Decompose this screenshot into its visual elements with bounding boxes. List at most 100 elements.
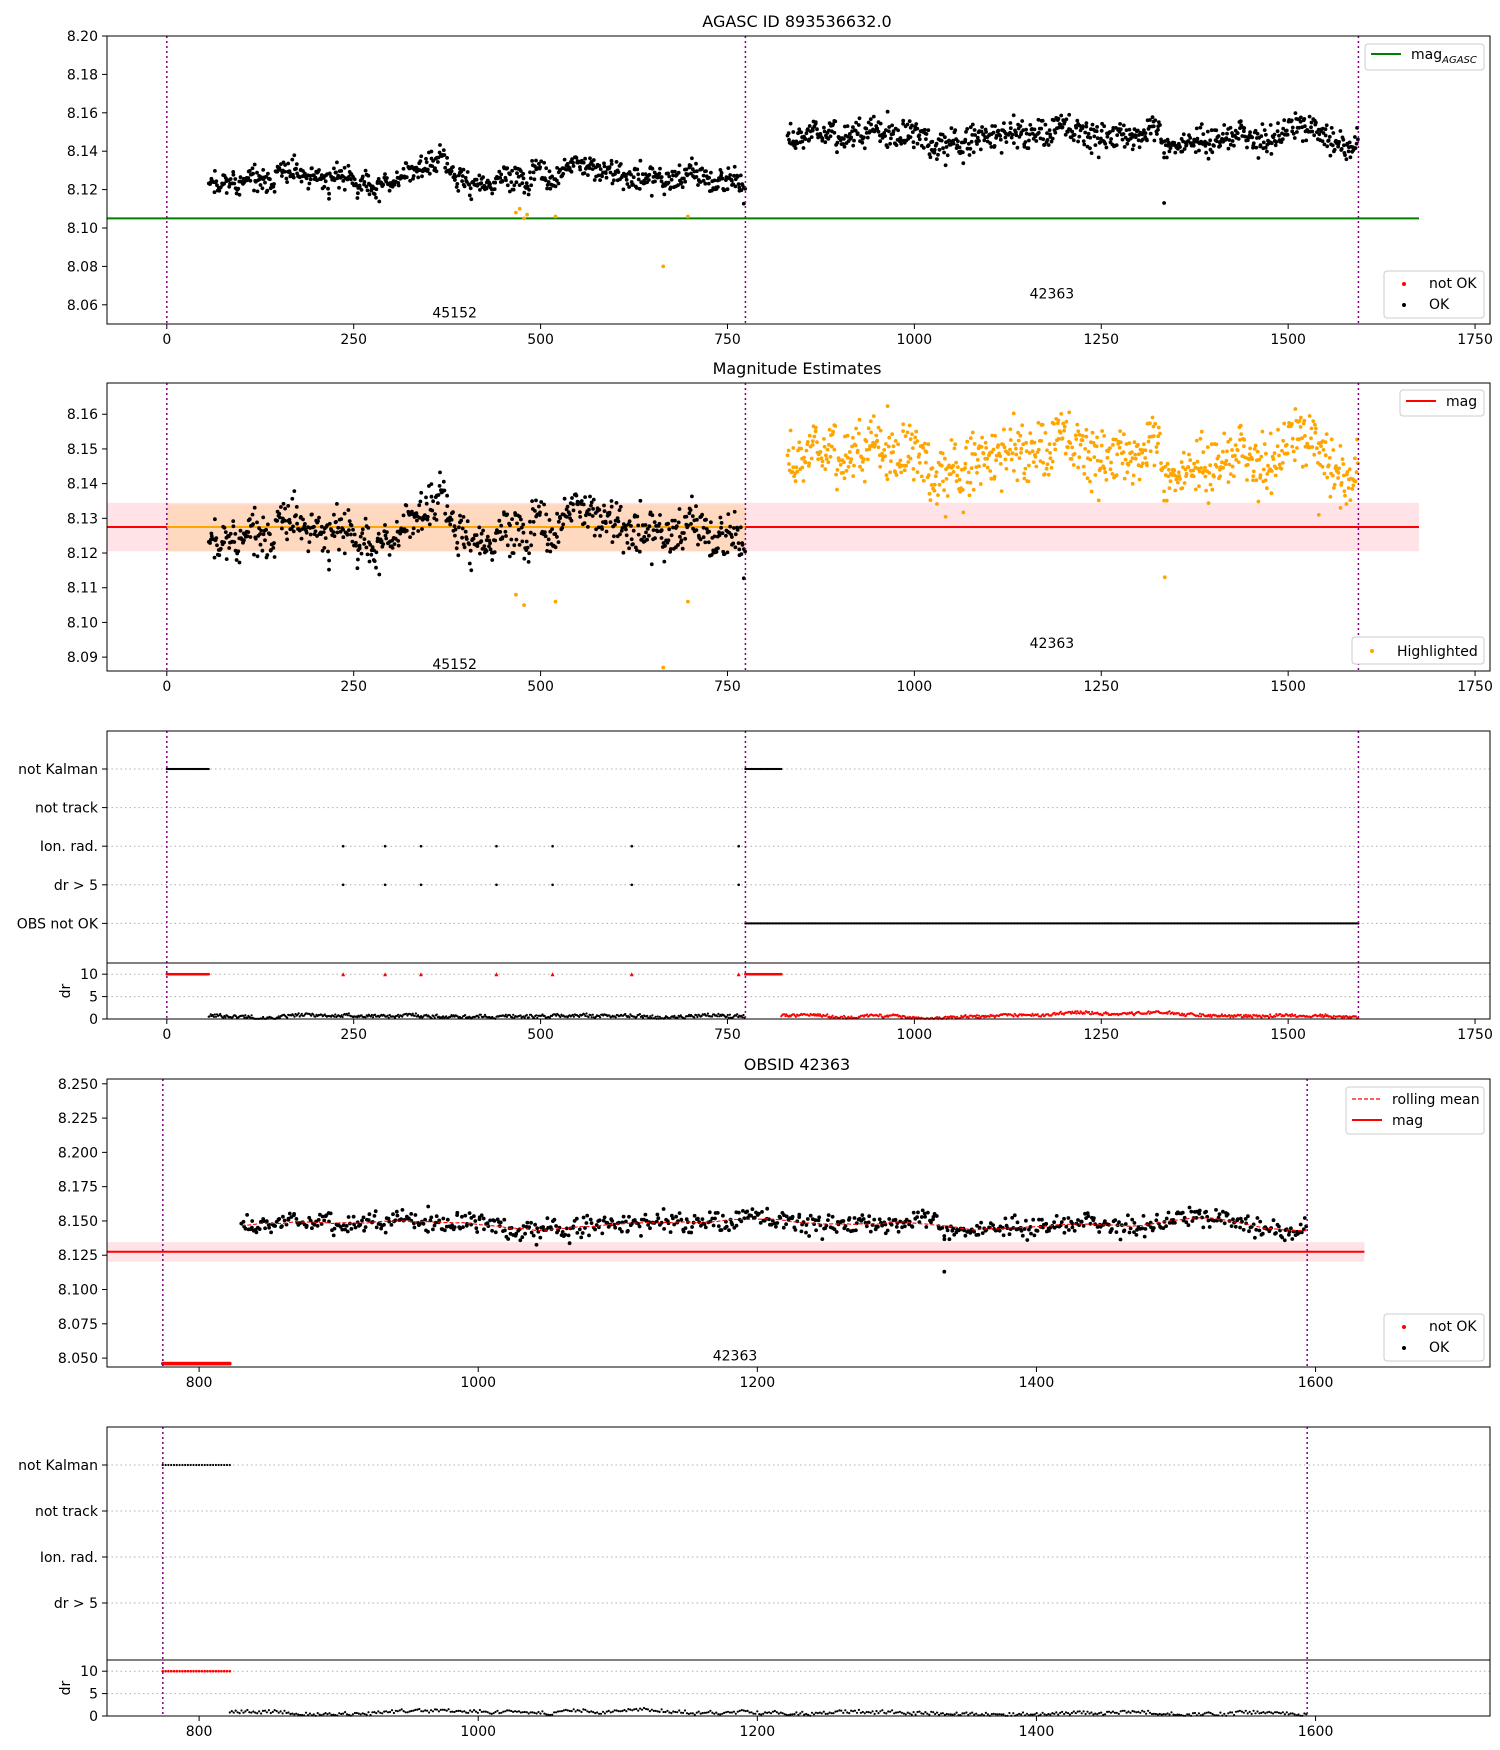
ok-point <box>582 521 587 526</box>
ok-point <box>800 139 805 144</box>
ok-point <box>416 175 421 180</box>
highlighted-point <box>989 450 994 455</box>
highlighted-point <box>1089 489 1094 494</box>
ok-point <box>1293 111 1298 115</box>
ok-point <box>1094 129 1099 134</box>
ok-point <box>278 515 282 520</box>
ok-point <box>308 177 313 182</box>
dr-point <box>512 1013 515 1016</box>
highlighted-point <box>1255 449 1260 454</box>
ok-point <box>261 515 266 520</box>
highlighted-point <box>1300 436 1304 440</box>
highlighted-point <box>810 443 815 447</box>
dr-point <box>214 1015 218 1018</box>
ok-point <box>222 540 227 545</box>
ok-point <box>365 188 370 193</box>
dr-point <box>635 1015 638 1018</box>
ok-point <box>538 1235 543 1240</box>
highlighted-point <box>1191 474 1196 479</box>
ok-point <box>793 146 798 151</box>
ok-point <box>602 164 607 169</box>
ok-point <box>360 531 365 536</box>
ok-point <box>1008 126 1013 131</box>
ok-point <box>357 543 362 548</box>
ok-point <box>926 143 931 148</box>
ok-point <box>889 136 893 141</box>
ok-point <box>968 146 973 151</box>
ok-point <box>482 1227 486 1232</box>
ok-point <box>408 535 412 539</box>
ok-point <box>481 528 485 533</box>
highlighted-point <box>1070 445 1075 450</box>
ok-point <box>383 172 387 177</box>
dr-point <box>706 1012 710 1015</box>
ok-point <box>346 163 351 168</box>
highlighted-point <box>891 450 895 454</box>
highlighted-point <box>1123 457 1128 462</box>
x-tick-label: 750 <box>714 1027 741 1043</box>
highlighted-point <box>1327 456 1332 460</box>
flag-label: not Kalman <box>18 762 98 778</box>
highlighted-point <box>815 440 819 444</box>
ok-point <box>1332 147 1337 152</box>
flag-label: OBS not OK <box>17 916 99 932</box>
highlighted-point <box>1342 473 1346 478</box>
ok-point <box>712 178 717 183</box>
ok-point <box>980 125 984 129</box>
highlighted-point <box>834 472 838 477</box>
ok-point <box>924 137 928 142</box>
dr-point <box>503 1015 506 1018</box>
highlighted-point <box>849 457 854 462</box>
ok-point <box>1210 150 1215 155</box>
ok-point <box>1047 128 1052 133</box>
highlighted-point <box>915 470 920 475</box>
ok-point <box>709 170 713 175</box>
ok-point <box>404 175 409 180</box>
ok-point <box>669 177 674 182</box>
ok-point <box>1225 131 1229 136</box>
ok-point <box>415 518 419 523</box>
ok-point <box>569 518 574 523</box>
ok-point <box>736 182 741 187</box>
ok-point <box>338 529 343 534</box>
highlighted-point <box>858 464 862 469</box>
highlighted-point <box>934 470 939 474</box>
ok-point <box>381 542 386 546</box>
ok-point <box>458 1226 463 1231</box>
ok-point <box>1165 137 1170 142</box>
highlighted-point <box>1228 437 1233 442</box>
ok-point <box>1343 153 1347 158</box>
x-tick-label: 0 <box>162 332 171 348</box>
ok-point <box>291 529 296 534</box>
ok-point <box>342 187 347 192</box>
highlighted-point <box>1195 459 1200 464</box>
ok-point <box>884 128 888 133</box>
highlighted-point <box>1038 459 1043 463</box>
ok-point <box>316 1218 321 1222</box>
ok-point <box>956 139 960 144</box>
dr-point <box>1288 1013 1292 1016</box>
dr-clipped-point <box>341 972 346 977</box>
ok-point <box>990 124 995 128</box>
ok-point <box>1312 133 1317 138</box>
ok-point <box>1118 127 1123 132</box>
dr-point <box>234 1015 237 1018</box>
ok-point <box>625 541 630 545</box>
dr-point <box>741 1016 744 1019</box>
ok-point <box>277 511 282 516</box>
ok-point <box>245 1213 250 1217</box>
ok-point <box>1326 138 1331 143</box>
ok-point <box>465 519 470 524</box>
ok-point <box>943 163 948 168</box>
dr-point <box>591 1013 594 1016</box>
ok-point <box>247 517 252 522</box>
ok-point <box>718 515 723 520</box>
ok-point <box>726 512 731 516</box>
dr-point <box>1228 1014 1231 1017</box>
ok-point <box>383 523 387 527</box>
ok-point <box>341 1223 346 1228</box>
ok-point <box>1323 133 1328 138</box>
highlighted-point <box>1184 471 1189 476</box>
